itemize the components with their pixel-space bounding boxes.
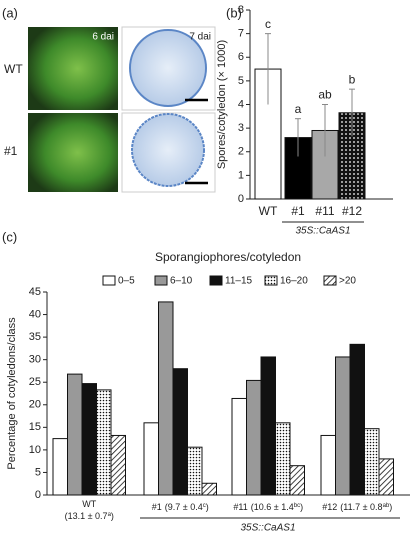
bar — [81, 383, 97, 496]
group-label: 35S::CaAS1 — [295, 226, 350, 237]
category-note: (10.6 ± 1.4 — [251, 502, 294, 512]
category-note: ) — [206, 502, 209, 512]
significance-label: a — [108, 512, 112, 518]
y-tick-label: 15 — [29, 421, 41, 433]
y-tick-label: 35 — [29, 331, 41, 343]
x-tick-label: #11 (10.6 ± 1.4bc) — [233, 502, 303, 512]
category-note: ) — [300, 502, 303, 512]
y-tick-label: 0 — [238, 193, 244, 205]
y-axis-label: Spores/cotyledon (× 1000) — [216, 40, 228, 169]
y-tick-label: 25 — [29, 376, 41, 388]
y-tick-label: 20 — [29, 399, 41, 411]
category-note: ) — [111, 511, 114, 521]
bar — [275, 422, 291, 496]
significance-label: c — [203, 503, 206, 509]
category-note: (11.7 ± 0.8 — [340, 502, 382, 512]
y-tick-label: 1 — [238, 169, 244, 181]
bar — [67, 373, 83, 496]
legend-swatch — [323, 275, 337, 286]
bar — [143, 422, 159, 496]
photo — [28, 27, 118, 110]
bar — [335, 356, 351, 496]
y-tick-label: 6 — [238, 51, 244, 63]
x-tick-label: WT — [82, 499, 96, 509]
legend-label: 16–20 — [280, 276, 308, 287]
category-name: #12 — [322, 502, 337, 512]
panel-a: (a) WT #1 6 dai 7 dai — [2, 5, 216, 193]
legend-swatch — [264, 275, 278, 286]
x-tick-note: (13.1 ± 0.7a) — [65, 511, 114, 521]
significance-label: ab — [383, 503, 390, 509]
category-name: #1 — [152, 502, 162, 512]
significance-label: ab — [318, 88, 332, 102]
photo — [28, 113, 118, 192]
panel-label: (b) — [226, 5, 242, 20]
category-name: WT — [82, 499, 96, 509]
x-tick-label: #12 (11.7 ± 0.8ab) — [322, 502, 392, 512]
x-tick-label: #1 (9.7 ± 0.4c) — [152, 502, 209, 512]
y-tick-label: 5 — [35, 466, 41, 478]
y-tick-label: 2 — [238, 146, 244, 158]
y-tick-label: 8 — [238, 4, 244, 16]
x-tick-label: #11 — [315, 204, 334, 218]
category-note: (9.7 ± 0.4 — [165, 502, 203, 512]
panel-label: (c) — [2, 229, 17, 244]
category-note: (13.1 ± 0.7 — [65, 511, 108, 521]
bar — [187, 446, 203, 496]
bar — [201, 482, 217, 496]
significance-label: c — [265, 17, 271, 31]
bar — [110, 434, 126, 496]
y-tick-label: 4 — [238, 98, 244, 110]
significance-label: a — [295, 102, 302, 116]
bar — [158, 301, 174, 496]
bar — [246, 379, 262, 496]
bar — [320, 434, 336, 496]
bar — [96, 389, 112, 496]
significance-label: bc — [294, 503, 300, 509]
bar — [52, 438, 68, 496]
panel-label: (a) — [2, 5, 18, 20]
x-tick-label: WT — [259, 204, 278, 218]
photo-tag: 6 dai — [92, 32, 114, 43]
legend-swatch — [102, 275, 116, 286]
bar — [289, 465, 305, 496]
y-tick-label: 0 — [35, 489, 41, 501]
group-label: 35S::CaAS1 — [240, 523, 295, 534]
bar — [231, 397, 247, 496]
y-tick-label: 40 — [29, 308, 41, 320]
y-tick-label: 3 — [238, 122, 244, 134]
legend-label: 11–15 — [225, 276, 253, 287]
bar — [260, 356, 276, 496]
photo-tag: 7 dai — [189, 32, 211, 43]
y-tick-label: 10 — [29, 444, 41, 456]
y-tick-label: 45 — [29, 286, 41, 298]
stained-leaf — [129, 29, 207, 107]
category-note: ) — [389, 502, 392, 512]
y-tick-label: 7 — [238, 28, 244, 40]
legend-swatch — [209, 275, 223, 286]
row-label: WT — [4, 62, 23, 76]
category-name: #11 — [233, 502, 247, 512]
legend-title: Sporangiophores/cotyledon — [155, 250, 301, 264]
legend-label: 0–5 — [118, 276, 135, 287]
y-axis-label: Percentage of cotyledons/class — [6, 317, 18, 470]
x-tick-label: #1 — [291, 204, 305, 218]
significance-label: b — [349, 72, 356, 86]
x-tick-label: #12 — [342, 204, 362, 218]
bar — [378, 458, 394, 496]
legend-label: 6–10 — [170, 276, 193, 287]
y-tick-label: 5 — [238, 75, 244, 87]
legend-label: >20 — [339, 276, 356, 287]
stained-leaf — [131, 113, 205, 187]
legend-swatch — [154, 275, 168, 286]
bar — [364, 428, 380, 496]
y-tick-label: 30 — [29, 354, 41, 366]
bar — [349, 343, 365, 496]
row-label: #1 — [4, 144, 18, 158]
bar — [172, 368, 188, 496]
